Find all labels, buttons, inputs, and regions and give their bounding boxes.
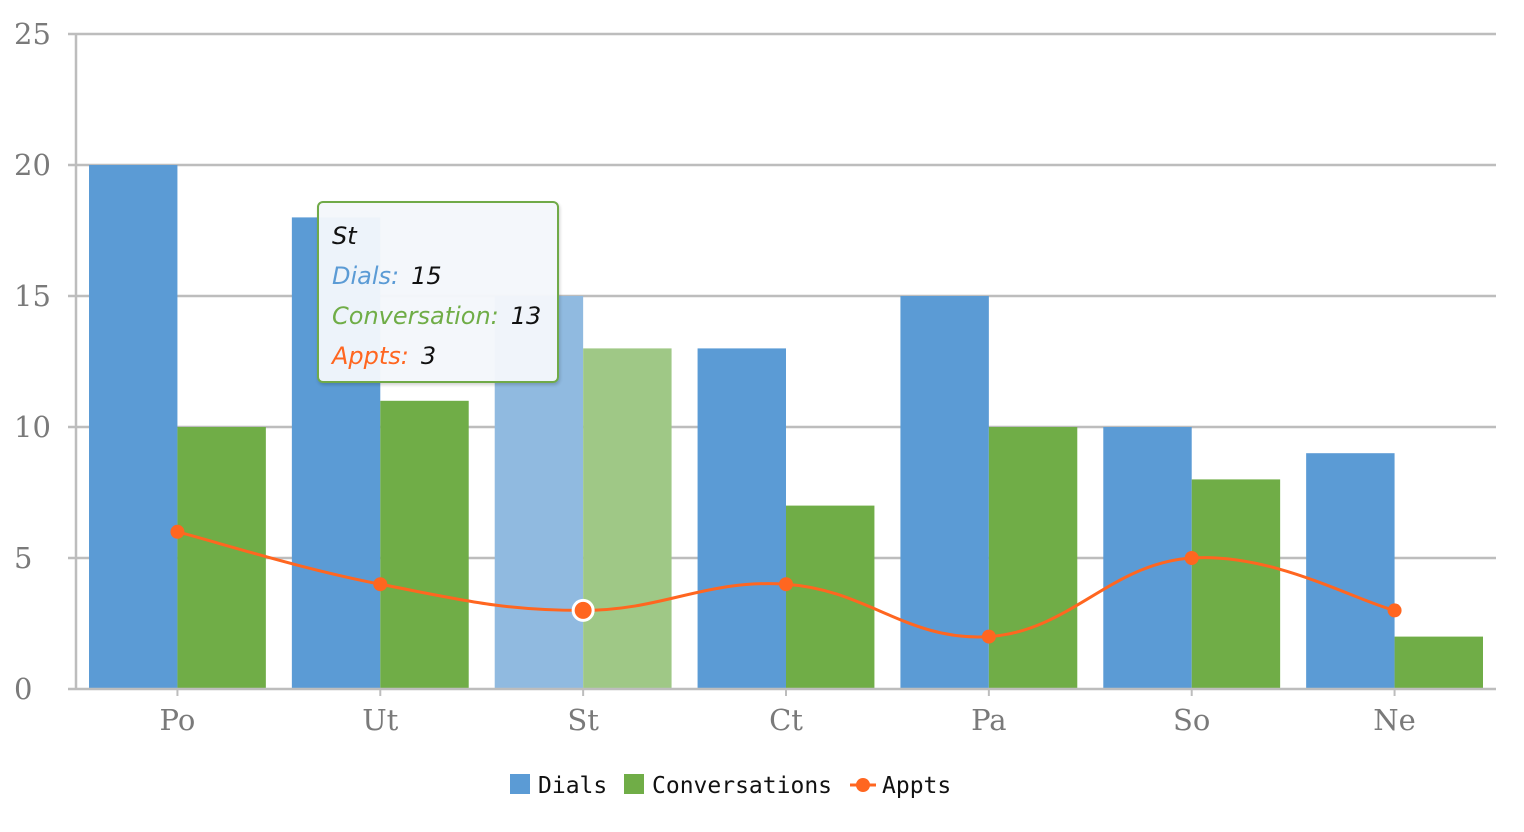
x-tick-label: Ne (1373, 703, 1416, 737)
bar-dials-Ct[interactable] (697, 348, 786, 689)
bar-group-Pa[interactable] (900, 296, 1078, 689)
legend-label: Conversations (652, 773, 832, 799)
appts-point-Ct[interactable] (779, 577, 793, 592)
appts-line (170, 524, 1402, 644)
x-tick-label: Ut (362, 703, 398, 737)
legend-label: Appts (882, 773, 951, 799)
legend-marker (856, 778, 870, 792)
legend-item-dials[interactable]: Dials (510, 773, 607, 799)
y-tick-label: 0 (14, 672, 32, 706)
y-tick-label: 15 (14, 279, 51, 313)
tooltip-title-text: St (332, 222, 357, 250)
y-axis-tick-labels: 0 5 10 15 20 25 (14, 17, 51, 706)
bar-group-Ct[interactable] (697, 348, 875, 689)
legend: Dials Conversations Appts (510, 773, 951, 799)
bar-conversations-Ct[interactable] (786, 505, 875, 689)
legend-swatch (510, 774, 530, 794)
bar-group-Po[interactable] (89, 165, 266, 689)
bar-dials-So[interactable] (1103, 427, 1192, 689)
tooltip-label-conversation: Conversation: (332, 302, 499, 330)
x-tick-label: Pa (971, 703, 1007, 737)
bars (89, 165, 1483, 689)
tooltip-value-appts: 3 (420, 342, 437, 370)
bar-dials-Ne[interactable] (1306, 453, 1395, 689)
appts-point-Pa[interactable] (981, 629, 996, 644)
y-tick-label: 5 (14, 541, 32, 575)
bar-dials-Po[interactable] (89, 165, 178, 689)
x-tick-label: Po (160, 703, 196, 737)
bar-group-Ne[interactable] (1306, 453, 1483, 689)
legend-swatch (624, 774, 644, 794)
axes (68, 34, 1496, 691)
y-tick-label: 10 (14, 410, 51, 444)
bar-group-So[interactable] (1103, 427, 1281, 689)
x-tick-label: So (1173, 703, 1210, 737)
tooltip-row-conversation: Conversation: 13 (332, 299, 557, 339)
bar-conversations-Ut[interactable] (380, 400, 469, 689)
tooltip-label-dials: Dials: (332, 262, 400, 290)
tooltip-row-appts: Appts: 3 (332, 339, 557, 379)
x-tick-label: Ct (769, 703, 803, 737)
tooltip-value-dials: 15 (411, 262, 442, 290)
bar-conversations-Ne[interactable] (1394, 636, 1483, 689)
legend-label: Dials (538, 773, 607, 799)
bar-conversations-Pa[interactable] (988, 427, 1078, 689)
appts-point-Po[interactable] (170, 524, 185, 539)
x-tick-label: St (567, 703, 599, 737)
legend-item-appts[interactable]: Appts (850, 773, 951, 799)
y-tick-label: 25 (14, 17, 51, 51)
bar-dials-Pa[interactable] (900, 296, 989, 689)
appts-point-St[interactable] (571, 598, 595, 622)
appts-point-So[interactable] (1184, 551, 1199, 565)
tooltip-row-dials: Dials: 15 (332, 259, 557, 299)
bar-conversations-Po[interactable] (177, 427, 266, 689)
tooltip-label-appts: Appts: (332, 342, 409, 370)
y-tick-label: 20 (14, 148, 51, 182)
bar-conversations-St[interactable] (583, 348, 672, 689)
tooltip-title: St (332, 219, 557, 259)
bar-conversations-So[interactable] (1191, 479, 1281, 689)
x-axis-tick-labels: Po Ut St Ct Pa So Ne (160, 689, 1416, 737)
appts-point-Ut[interactable] (373, 577, 388, 592)
appts-point-Ne[interactable] (1387, 603, 1402, 618)
tooltip: St Dials: 15 Conversation: 13 Appts: 3 (317, 201, 559, 383)
tooltip-value-conversation: 13 (510, 302, 542, 330)
legend-item-conversations[interactable]: Conversations (624, 773, 832, 799)
